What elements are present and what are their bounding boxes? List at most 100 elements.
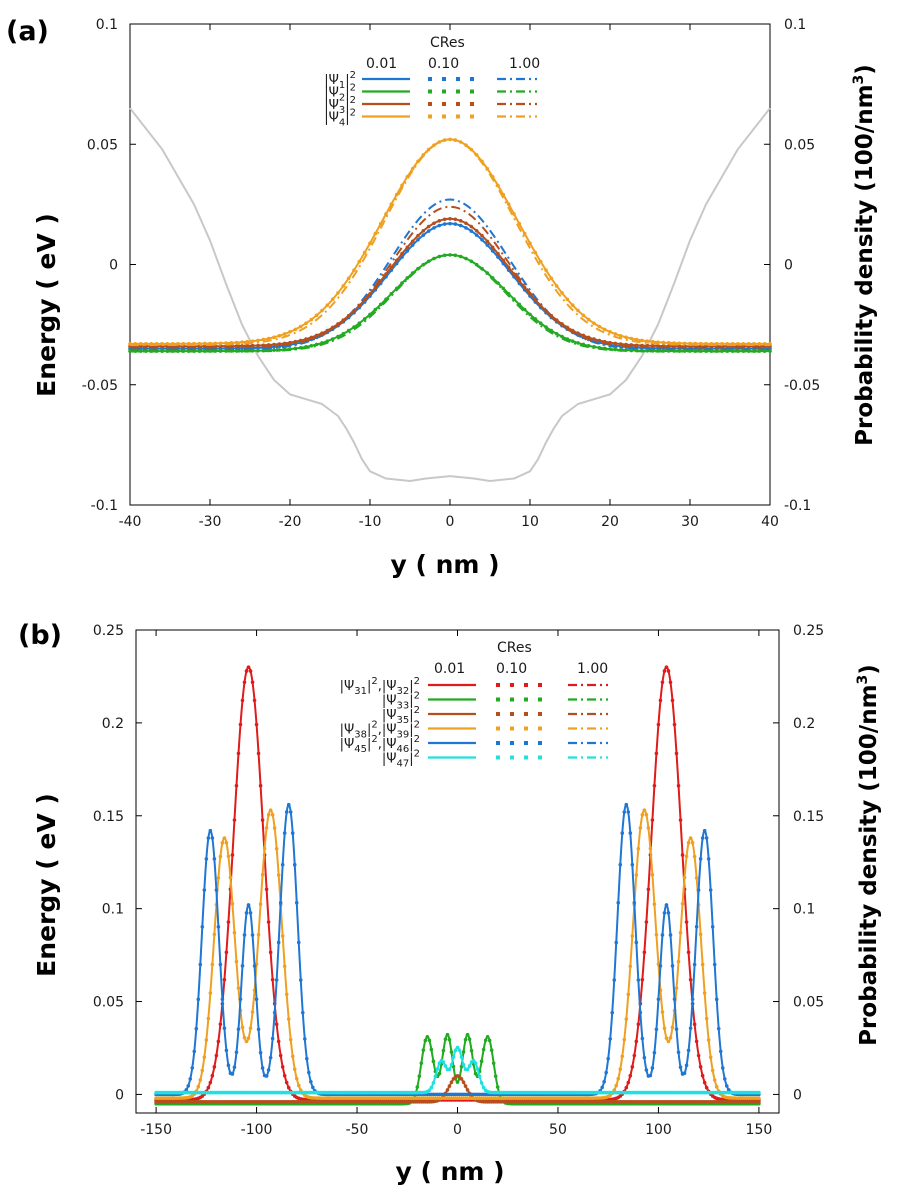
data-point [453, 217, 458, 222]
panel-a-legend-swatch-dotted [470, 102, 474, 106]
panel-a-x-tick-label: 40 [761, 514, 779, 530]
data-point [226, 1063, 231, 1068]
data-point [491, 1061, 496, 1065]
data-point [447, 1037, 452, 1042]
panel-a-legend-swatch-dotted [470, 114, 474, 119]
data-point [622, 810, 627, 814]
data-point [684, 920, 689, 924]
data-point [266, 920, 271, 924]
data-point [724, 1084, 729, 1088]
data-point [597, 338, 602, 343]
panel-a-x-tick-label: 10 [521, 514, 539, 530]
data-point [634, 343, 639, 348]
data-point [176, 342, 180, 346]
data-point [447, 1084, 452, 1088]
data-point [256, 1027, 261, 1032]
data-point [443, 1064, 448, 1068]
data-point [626, 810, 631, 814]
data-point [533, 250, 538, 255]
data-point [628, 831, 633, 835]
data-point [741, 349, 746, 353]
panel-b-legend-swatch-dotted [524, 712, 528, 716]
data-point [467, 1064, 472, 1068]
data-point [357, 259, 362, 264]
data-point [654, 751, 659, 756]
data-point [538, 321, 543, 326]
data-point [258, 783, 263, 788]
panel-b-legend-label-5: |Ψ45|2​,|Ψ46|2​ [340, 734, 420, 755]
data-point [453, 222, 458, 226]
data-point [208, 828, 213, 833]
panel-b-legend-swatch-dotted [496, 697, 500, 702]
data-point [692, 962, 697, 967]
data-point [704, 1016, 709, 1021]
panel-b-legend-swatch-dotted [538, 755, 542, 760]
data-point [698, 857, 703, 861]
data-point [400, 281, 404, 285]
data-point [658, 698, 663, 703]
data-point [176, 344, 180, 349]
data-point [282, 964, 287, 969]
data-point [218, 854, 223, 859]
data-point [218, 1022, 223, 1026]
panel-b-x-tick-label: 0 [453, 1122, 462, 1138]
data-point [200, 1068, 205, 1073]
data-point [616, 1076, 621, 1081]
data-point [463, 1037, 468, 1042]
panel-a-y-tick-label: -0.1 [91, 498, 118, 514]
data-point [549, 313, 554, 318]
data-point [528, 312, 532, 317]
data-point [473, 1061, 478, 1065]
data-point [471, 1058, 476, 1063]
data-point [144, 342, 148, 346]
data-point [581, 333, 586, 338]
data-point [258, 1050, 263, 1055]
data-point [296, 940, 301, 945]
panel-a-series-4-dots [128, 137, 772, 346]
data-point [202, 341, 207, 346]
data-point [224, 950, 229, 955]
data-point [696, 1053, 701, 1058]
data-point [394, 258, 399, 263]
data-point [634, 1039, 639, 1044]
data-point [262, 846, 267, 851]
data-point [176, 349, 180, 353]
data-point [496, 251, 500, 256]
data-point [692, 1022, 697, 1026]
data-point [212, 932, 217, 937]
data-point [490, 245, 495, 250]
data-point [522, 231, 527, 236]
data-point [694, 876, 699, 880]
data-point [234, 1050, 239, 1055]
data-point [288, 1037, 293, 1042]
data-point [576, 308, 580, 313]
data-point [710, 1068, 715, 1073]
panel-b-legend-swatch-dotted [538, 712, 542, 716]
data-point [554, 331, 559, 336]
data-point [746, 349, 751, 353]
data-point [284, 810, 289, 814]
data-point [698, 1065, 703, 1069]
data-point [512, 272, 516, 276]
data-point [676, 783, 681, 788]
data-point [650, 349, 655, 353]
data-point [416, 233, 420, 238]
data-point [206, 1085, 211, 1090]
data-point [668, 1035, 673, 1040]
data-point [437, 223, 442, 228]
data-point [240, 344, 244, 348]
data-point [437, 140, 442, 144]
data-point [204, 857, 209, 861]
data-point [690, 997, 695, 1002]
data-point [270, 812, 275, 817]
data-point [230, 901, 235, 906]
data-point [272, 348, 276, 352]
data-point [666, 669, 671, 673]
panel-b-y-tick-label: 0.05 [93, 995, 124, 1011]
data-point [427, 1038, 432, 1043]
panel-b-y2-axis-title: Probability density (100/nm3) [855, 664, 882, 1046]
panel-b-y2-tick-label: 0.1 [793, 902, 815, 918]
panel-b-y-axis-title: Energy ( eV ) [32, 793, 61, 977]
data-point [704, 1085, 709, 1090]
data-point [688, 1026, 693, 1031]
